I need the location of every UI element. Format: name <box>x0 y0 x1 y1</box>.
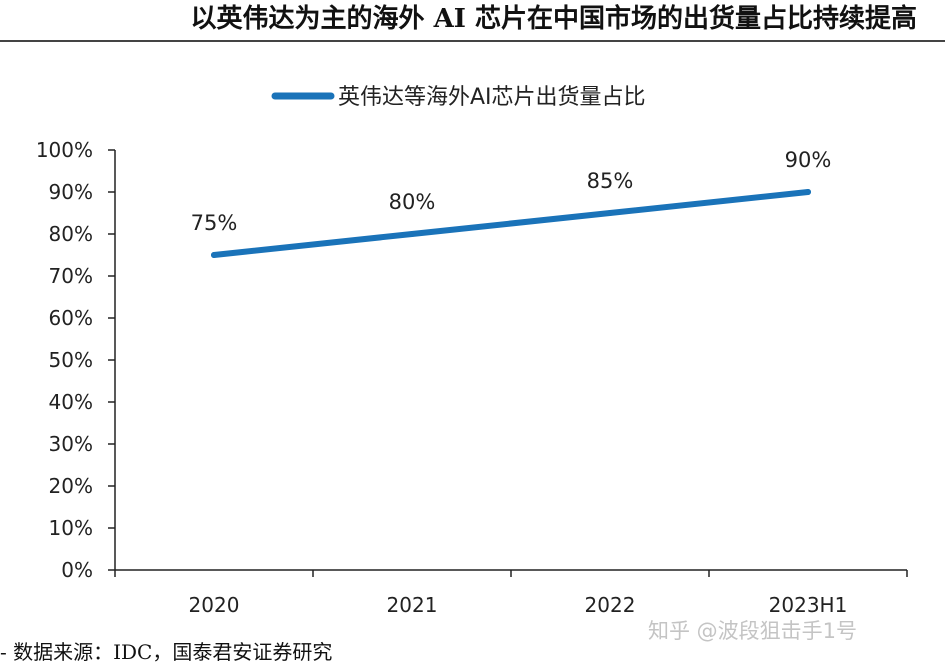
y-tick-label: 60% <box>49 306 93 330</box>
y-tick-label: 0% <box>61 558 93 582</box>
y-tick-label: 50% <box>49 348 93 372</box>
data-point <box>805 189 811 195</box>
x-tick-label: 2021 <box>387 593 438 617</box>
data-label: 80% <box>389 190 436 214</box>
data-label: 75% <box>191 211 238 235</box>
y-tick-label: 30% <box>49 432 93 456</box>
x-tick-label: 2023H1 <box>769 593 848 617</box>
x-axis-ticks: 2020 2021 2022 2023H1 <box>114 570 908 617</box>
series-line <box>211 189 811 258</box>
y-tick-label: 90% <box>49 180 93 204</box>
legend-label: 英伟达等海外AI芯片出货量占比 <box>338 85 646 110</box>
data-point <box>607 210 613 216</box>
x-tick-label: 2022 <box>585 593 636 617</box>
line-chart: 英伟达等海外AI芯片出货量占比 0% 10% 20% 30% 40% 50% 60% 70% 8… <box>36 85 908 617</box>
data-labels: 75% 80% 85% 90% <box>191 148 832 235</box>
y-tick-label: 40% <box>49 390 93 414</box>
y-tick-label: 80% <box>49 222 93 246</box>
watermark: 知乎 @波段狙击手1号 <box>648 619 858 643</box>
data-point <box>211 252 217 258</box>
series <box>211 189 811 258</box>
y-axis-ticks: 0% 10% 20% 30% 40% 50% 60% 70% 80% 90% 100% <box>36 138 115 582</box>
y-tick-label: 10% <box>49 516 93 540</box>
chart-title: 以英伟达为主的海外 AI 芯片在中国市场的出货量占比持续提高 <box>0 0 945 42</box>
y-tick-label: 20% <box>49 474 93 498</box>
legend: 英伟达等海外AI芯片出货量占比 <box>271 85 646 110</box>
data-label: 90% <box>785 148 832 172</box>
x-tick-label: 2020 <box>189 593 240 617</box>
source-note: - 数据来源：IDC，国泰君安证券研究 <box>0 640 333 664</box>
y-tick-label: 70% <box>49 264 93 288</box>
data-label: 85% <box>587 169 634 193</box>
data-point <box>409 231 415 237</box>
y-tick-label: 100% <box>36 138 93 162</box>
